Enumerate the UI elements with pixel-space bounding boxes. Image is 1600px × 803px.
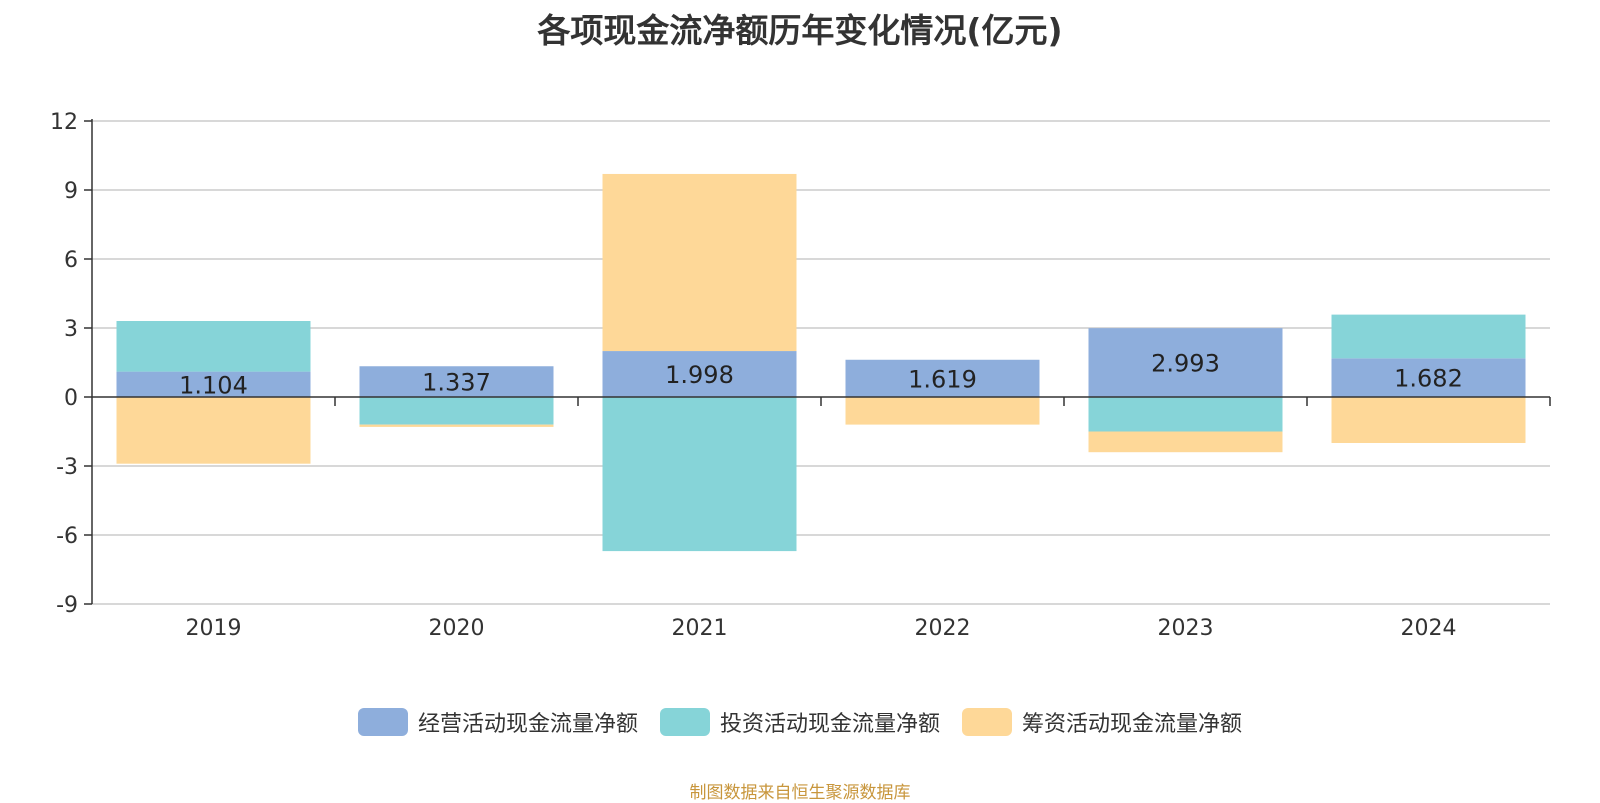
- y-tick-label: 6: [64, 248, 78, 273]
- bar-2024-series-0: [1331, 358, 1526, 397]
- legend-swatch: [962, 708, 1012, 736]
- y-tick-label: -3: [56, 455, 78, 480]
- chart-title: 各项现金流净额历年变化情况(亿元): [537, 11, 1063, 50]
- grid-lines: [92, 120, 1550, 605]
- legend-label: 经营活动现金流量净额: [417, 712, 638, 737]
- bar-2020-series-2: [359, 424, 554, 427]
- bar-2020-series-1: [359, 397, 554, 425]
- x-tick-label-2021: 2021: [672, 616, 728, 641]
- legend-item-1[interactable]: 投资活动现金流量净额: [659, 706, 940, 738]
- bar-2019-series-2: [116, 397, 311, 464]
- x-tick-label-2020: 2020: [429, 616, 485, 641]
- bar-2022-series-0: [845, 359, 1040, 397]
- bar-2021-series-0: [602, 351, 797, 397]
- legend-swatch: [357, 708, 408, 736]
- y-tick-label: -9: [56, 593, 78, 618]
- labels: 12 9 6 3 0 -3 -6 -9 1.104 2019 1.337 2020 1.998 2021 1…: [50, 110, 1463, 641]
- bar-2021-series-2: [602, 173, 797, 352]
- x-tick-label-2022: 2022: [915, 616, 971, 641]
- bar-2019-series-0: [116, 371, 311, 397]
- bar-2021-series-1: [602, 397, 797, 552]
- legend: 经营活动现金流量净额 投资活动现金流量净额 筹资活动现金流量净额: [0, 706, 1600, 738]
- axes: [84, 119, 1551, 605]
- x-tick-label-2019: 2019: [186, 616, 242, 641]
- data-label-2020: 1.337: [422, 369, 491, 397]
- x-tick-label-2024: 2024: [1401, 616, 1457, 641]
- data-label-2019: 1.104: [179, 371, 248, 399]
- y-tick-label: 9: [64, 179, 78, 204]
- bar-2020-series-0: [359, 366, 554, 397]
- bar-2022-series-2: [845, 397, 1040, 425]
- bar-2019-series-1: [116, 321, 311, 372]
- legend-label: 投资活动现金流量净额: [719, 712, 940, 737]
- y-tick-label: 3: [64, 317, 78, 342]
- y-tick-label: -6: [56, 524, 78, 549]
- legend-label: 筹资活动现金流量净额: [1022, 712, 1243, 737]
- source-note: 制图数据来自恒生聚源数据库: [689, 783, 911, 803]
- legend-item-2[interactable]: 筹资活动现金流量净额: [962, 706, 1242, 738]
- bar-2023-series-2: [1088, 431, 1283, 453]
- legend-item-0[interactable]: 经营活动现金流量净额: [357, 706, 638, 738]
- bar-2023-series-1: [1088, 397, 1283, 432]
- bar-2024-series-2: [1331, 397, 1526, 443]
- x-tick-label-2023: 2023: [1158, 616, 1214, 641]
- y-tick-label: 0: [64, 386, 78, 411]
- data-label-2024: 1.682: [1394, 365, 1463, 393]
- data-label-2022: 1.619: [908, 365, 977, 393]
- y-tick-label: 12: [50, 110, 78, 135]
- data-label-2021: 1.998: [665, 361, 734, 389]
- bar-2024-series-1: [1331, 314, 1526, 359]
- bars: [116, 173, 1526, 552]
- bar-2023-series-0: [1088, 328, 1283, 397]
- data-label-2023: 2.993: [1151, 350, 1220, 378]
- legend-swatch: [659, 708, 710, 736]
